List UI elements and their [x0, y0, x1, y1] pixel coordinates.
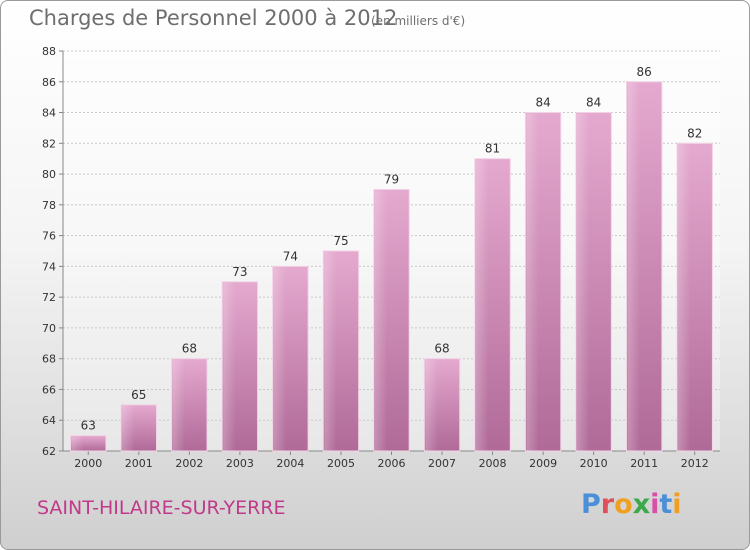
x-tick-label: 2001: [125, 457, 153, 470]
y-tick-label: 78: [42, 199, 56, 212]
x-tick-label: 2006: [378, 457, 406, 470]
commune-name: SAINT-HILAIRE-SUR-YERRE: [37, 497, 286, 519]
bar-highlight: [324, 252, 337, 451]
bar-highlight: [273, 267, 287, 451]
bar-highlight: [172, 359, 186, 451]
bar-highlight: [374, 190, 388, 451]
y-tick-label: 64: [42, 414, 56, 427]
logo-letter: o: [614, 489, 633, 520]
data-label: 86: [637, 65, 652, 79]
y-tick-label: 70: [42, 322, 56, 335]
logo-letter: P: [581, 489, 601, 520]
data-label: 74: [283, 249, 298, 263]
bar-highlight: [526, 113, 539, 452]
y-tick-label: 66: [42, 383, 56, 396]
data-label: 68: [434, 342, 449, 356]
x-tick-label: 2009: [529, 457, 557, 470]
data-label: 73: [232, 265, 247, 279]
logo-letter: t: [659, 489, 673, 520]
bar-highlight: [475, 159, 489, 451]
y-tick-label: 84: [42, 107, 56, 120]
logo-letter: i: [650, 489, 660, 520]
x-tick-label: 2012: [681, 457, 709, 470]
proxiti-logo: Proxiti: [581, 489, 682, 520]
bar-highlight: [678, 144, 691, 452]
data-label: 84: [535, 96, 550, 110]
x-tick-label: 2002: [175, 457, 203, 470]
x-tick-label: 2000: [74, 457, 102, 470]
data-label: 63: [81, 419, 96, 433]
data-label: 82: [687, 126, 702, 140]
x-tick-label: 2011: [630, 457, 658, 470]
x-tick-label: 2005: [327, 457, 355, 470]
chart-title: Charges de Personnel 2000 à 2012: [29, 6, 398, 30]
y-tick-label: 88: [42, 45, 56, 58]
bar-highlight: [425, 359, 438, 451]
x-tick-label: 2010: [580, 457, 608, 470]
y-tick-label: 76: [42, 230, 56, 243]
x-tick-label: 2003: [226, 457, 254, 470]
bar-highlight: [71, 436, 84, 451]
y-tick-label: 72: [42, 291, 56, 304]
bar-highlight: [576, 113, 590, 452]
logo-letter: r: [600, 489, 615, 520]
y-tick-label: 80: [42, 168, 56, 181]
x-tick-label: 2008: [479, 457, 507, 470]
y-tick-label: 82: [42, 137, 56, 150]
y-tick-label: 86: [42, 76, 56, 89]
y-tick-label: 68: [42, 353, 56, 366]
chart-subtitle: (en milliers d'€): [371, 14, 466, 28]
bar-highlight: [122, 405, 135, 451]
bar-highlight: [627, 82, 640, 452]
logo-letter: x: [632, 489, 651, 520]
bar-highlight: [223, 282, 236, 451]
x-tick-label: 2007: [428, 457, 456, 470]
data-label: 68: [182, 342, 197, 356]
data-label: 65: [131, 388, 146, 402]
y-tick-label: 74: [42, 260, 56, 273]
data-label: 84: [586, 96, 601, 110]
data-label: 81: [485, 142, 500, 156]
x-tick-label: 2004: [276, 457, 304, 470]
logo-letter: i: [672, 489, 682, 520]
data-label: 79: [384, 172, 399, 186]
y-tick-label: 62: [42, 445, 56, 458]
data-label: 75: [333, 234, 348, 248]
